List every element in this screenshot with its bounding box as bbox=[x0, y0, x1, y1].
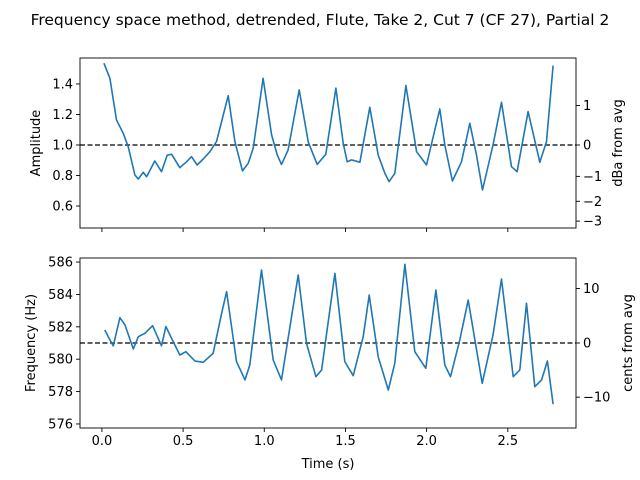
chart-title: Frequency space method, detrended, Flute… bbox=[31, 11, 610, 29]
y-tick-label: 1.4 bbox=[52, 77, 73, 92]
right-y-tick-label: 10 bbox=[583, 282, 600, 297]
right-y-axis-label: cents from avg bbox=[621, 294, 636, 392]
x-tick-label: 1.5 bbox=[335, 434, 356, 449]
data-series-line bbox=[103, 62, 554, 191]
y-tick-label: 582 bbox=[48, 320, 73, 335]
axes-frame bbox=[79, 57, 577, 229]
y-tick-label: 586 bbox=[48, 256, 73, 271]
x-axis-label: Time (s) bbox=[301, 457, 355, 472]
y-tick-label: 580 bbox=[48, 353, 73, 368]
frequency-axes: 0.0 0.5 1.0 1.5 2.0 2.5 576 578 580 582 584 586 10 0 −… bbox=[24, 256, 636, 472]
right-y-axis-label: dBa from avg bbox=[611, 99, 626, 187]
x-tick-label: 0.0 bbox=[92, 434, 113, 449]
right-y-tick-label: 1 bbox=[583, 99, 591, 114]
y-axis-label: Amplitude bbox=[29, 110, 44, 177]
right-y-tick-label: −3 bbox=[583, 215, 602, 230]
right-y-tick-label: 0 bbox=[583, 337, 591, 352]
right-y-tick-label: 0 bbox=[583, 138, 591, 153]
x-tick-label: 0.5 bbox=[173, 434, 194, 449]
x-tick-label: 1.0 bbox=[254, 434, 275, 449]
y-tick-label: 576 bbox=[48, 417, 73, 432]
y-tick-label: 1.0 bbox=[52, 138, 73, 153]
amplitude-axes: 0.6 0.8 1.0 1.2 1.4 1 0 −1 −2 −3 Amplitude dBa from… bbox=[29, 57, 626, 232]
x-tick-label: 2.0 bbox=[416, 434, 437, 449]
y-tick-label: 0.6 bbox=[52, 200, 73, 215]
data-series-line bbox=[104, 263, 554, 405]
y-tick-label: 1.2 bbox=[52, 108, 73, 123]
y-tick-label: 578 bbox=[48, 385, 73, 400]
y-axis-label: Frequency (Hz) bbox=[24, 294, 39, 392]
right-y-tick-label: −2 bbox=[583, 195, 602, 210]
y-tick-label: 584 bbox=[48, 288, 73, 303]
y-tick-label: 0.8 bbox=[52, 169, 73, 184]
x-tick-label: 2.5 bbox=[497, 434, 518, 449]
right-y-tick-label: −1 bbox=[583, 170, 602, 185]
right-y-tick-label: −10 bbox=[583, 391, 610, 406]
